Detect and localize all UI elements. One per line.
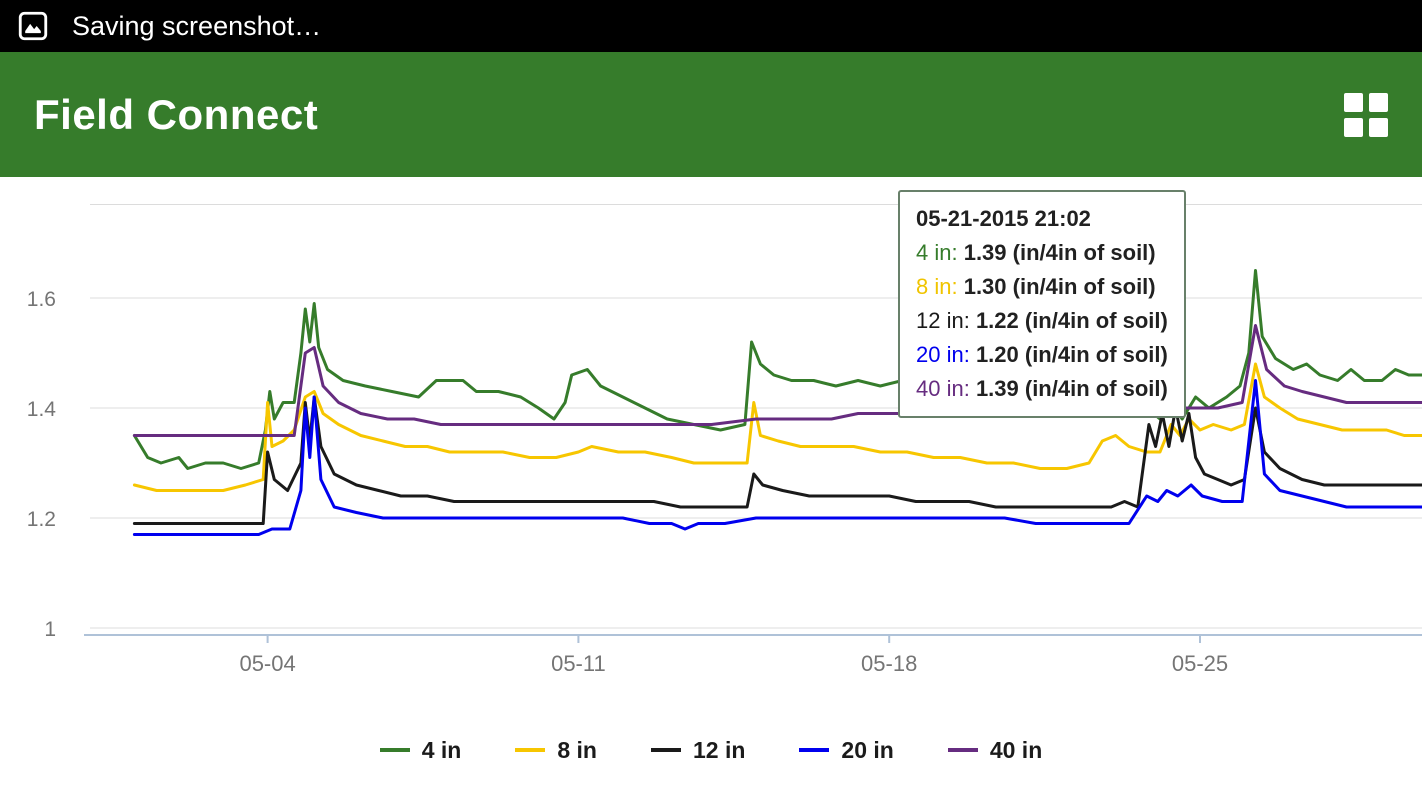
grid-icon-square [1344,92,1363,112]
x-axis-label: 05-25 [1172,651,1228,676]
grid-icon-square [1344,117,1363,137]
y-axis-label: 1.4 [27,398,57,421]
tooltip-series-value: 1.39 (in/4in of soil) [963,240,1156,265]
legend-label: 4 in [421,736,462,763]
legend-swatch [379,748,410,752]
y-axis-label: 1.6 [27,288,56,311]
legend-item-8-in[interactable]: 8 in [515,737,597,764]
tooltip-rows: 4 in: 1.39 (in/4in of soil) 8 in: 1.30 (i… [916,236,1168,406]
legend-label: 40 in [989,736,1043,763]
tooltip-row: 4 in: 1.39 (in/4in of soil) [916,236,1168,270]
screenshot-icon [18,11,48,41]
tooltip-series-value: 1.22 (in/4in of soil) [975,308,1168,333]
tooltip-row: 40 in: 1.39 (in/4in of soil) [916,372,1168,406]
legend-item-12-in[interactable]: 12 in [650,736,746,764]
tooltip-series-label: 4 in: [916,240,964,265]
legend-label: 20 in [841,736,894,763]
apps-grid-icon[interactable] [1344,92,1388,137]
tooltip-series-label: 8 in: [916,274,964,299]
tooltip-series-value: 1.20 (in/4in of soil) [975,342,1168,367]
tooltip-series-label: 20 in: [916,342,976,367]
series-line-4-in [132,269,1422,470]
legend-item-4-in[interactable]: 4 in [379,736,462,764]
series-line-8-in [132,362,1422,492]
status-bar: Saving screenshot… [0,0,1422,52]
tooltip-row: 20 in: 1.20 (in/4in of soil) [916,338,1168,372]
legend-label: 12 in [692,736,746,763]
tooltip-series-label: 12 in: [916,308,976,333]
legend-item-40-in[interactable]: 40 in [947,736,1043,764]
y-axis-label: 1 [44,618,56,641]
tooltip-title: 05-21-2015 21:02 [916,206,1091,231]
grid-icon-square [1369,117,1388,137]
chart-legend: 4 in 8 in 12 in 20 in 40 in [0,700,1422,800]
app-header: Field Connect [0,52,1422,177]
status-text: Saving screenshot… [72,10,322,41]
legend-item-20-in[interactable]: 20 in [799,736,894,764]
series-line-40-in [132,324,1422,437]
tooltip-row: 8 in: 1.30 (in/4in of soil) [916,270,1168,304]
legend-label: 8 in [557,736,597,763]
legend-swatch [650,748,681,752]
tooltip-series-value: 1.39 (in/4in of soil) [975,376,1168,401]
tooltip-series-value: 1.30 (in/4in of soil) [963,274,1156,299]
x-axis-label: 05-18 [861,651,917,676]
y-axis-label: 1.2 [27,508,56,531]
legend-swatch [947,748,978,752]
chart-area[interactable]: 1.6 1.4 1.2 1 05-04 05-11 05-18 05-25 05-21-201… [0,177,1422,700]
page-title: Field Connect [34,90,319,138]
series-line-20-in [132,379,1422,536]
legend-swatch [799,748,830,752]
legend-swatch [515,748,546,752]
tooltip-series-label: 40 in: [916,376,976,401]
grid-icon-square [1369,92,1388,112]
chart-tooltip: 05-21-2015 21:02 4 in: 1.39 (in/4in of s… [898,190,1186,418]
soil-moisture-chart[interactable]: 1.6 1.4 1.2 1 05-04 05-11 05-18 05-25 [0,177,1422,700]
x-axis-label: 05-11 [551,651,606,676]
x-axis-label: 05-04 [239,651,295,676]
tooltip-row: 12 in: 1.22 (in/4in of soil) [916,304,1168,338]
